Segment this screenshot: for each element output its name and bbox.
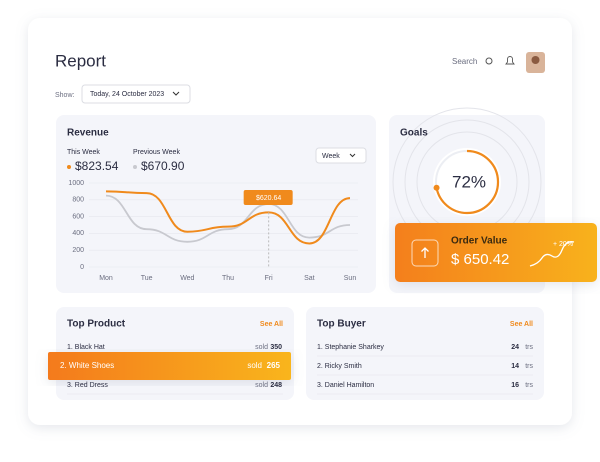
top-buyer-title: Top Buyer xyxy=(317,319,366,330)
this-week-label: This Week xyxy=(67,149,100,156)
x-tick-label: Fri xyxy=(265,275,274,282)
product-name: 2. White Shoes xyxy=(60,361,114,370)
goal-center xyxy=(433,148,501,216)
this-week-value: $823.54 xyxy=(75,159,119,173)
trend-line xyxy=(529,241,575,267)
this-week-dot xyxy=(67,165,71,169)
series-line xyxy=(105,190,351,245)
revenue-card xyxy=(56,115,376,293)
x-tick-label: Mon xyxy=(99,275,113,282)
y-tick-label: 400 xyxy=(72,230,84,237)
series-line xyxy=(105,194,351,243)
up-arrow xyxy=(421,247,429,258)
order-value-amount: $ 650.42 xyxy=(451,251,509,268)
product-count: 265 xyxy=(267,361,281,370)
product-name: 1. Black Hat xyxy=(67,344,105,351)
product-count: 350 xyxy=(270,344,282,351)
x-tick-label: Wed xyxy=(180,275,194,282)
previous-week-label: Previous Week xyxy=(133,149,180,156)
goals-title: Goals xyxy=(400,128,428,139)
gauge-knob xyxy=(433,184,440,191)
chevron xyxy=(172,91,180,96)
revenue-title: Revenue xyxy=(67,128,109,139)
buyer-name: 2. Ricky Smith xyxy=(317,363,362,370)
y-tick-label: 800 xyxy=(72,197,84,204)
product-unit: sold xyxy=(247,361,262,370)
x-tick-label: Sun xyxy=(344,275,357,282)
previous-week-dot xyxy=(133,165,137,169)
buyer-count: 16 xyxy=(511,382,519,389)
top-product-title: Top Product xyxy=(67,319,126,330)
chevron xyxy=(349,153,356,158)
order-change: + 20% xyxy=(553,241,573,248)
date-dropdown[interactable] xyxy=(81,84,191,104)
buyer-unit: trs xyxy=(525,344,533,351)
previous-week-value: $670.90 xyxy=(141,159,185,173)
order-value-title: Order Value xyxy=(451,236,508,247)
buyer-name: 1. Stephanie Sharkey xyxy=(317,344,384,351)
x-tick-label: Tue xyxy=(141,275,153,282)
y-tick-label: 0 xyxy=(80,264,84,271)
arrow-box xyxy=(411,239,439,267)
buyer-name: 3. Daniel Hamilton xyxy=(317,382,374,389)
period-value: Week xyxy=(322,153,340,160)
buyer-unit: trs xyxy=(525,363,533,370)
product-name: 3. Red Dress xyxy=(67,382,108,389)
y-tick-label: 1000 xyxy=(68,180,84,187)
tooltip-box xyxy=(243,190,293,205)
x-tick-label: Thu xyxy=(222,275,234,282)
product-count: 248 xyxy=(270,382,282,389)
y-tick-label: 600 xyxy=(72,213,84,220)
tooltip: $620.64 xyxy=(256,195,281,202)
filter-label: Show: xyxy=(55,92,75,99)
buyer-count: 14 xyxy=(511,363,519,370)
goal-gauge xyxy=(433,149,500,215)
avatar-head xyxy=(531,56,540,64)
y-tick-label: 200 xyxy=(72,247,84,254)
date-value: Today, 24 October 2023 xyxy=(90,91,164,98)
period-dropdown[interactable] xyxy=(315,147,367,164)
x-tick-label: Sat xyxy=(304,275,315,282)
buyer-unit: trs xyxy=(525,382,533,389)
see-all-link[interactable]: See All xyxy=(260,321,283,328)
buyer-count: 24 xyxy=(511,344,519,351)
top-buyer-card xyxy=(306,307,544,400)
gauge-arc xyxy=(434,149,500,215)
see-all-link[interactable]: See All xyxy=(510,321,533,328)
bell-icon[interactable] xyxy=(505,56,515,65)
goal-percent: 72% xyxy=(452,172,486,191)
search-icon[interactable] xyxy=(485,57,493,65)
product-unit: sold xyxy=(255,344,268,351)
page-title: Report xyxy=(55,51,106,70)
product-unit: sold xyxy=(255,382,268,389)
search[interactable]: Search xyxy=(452,57,477,66)
revenue-chart: 0 200 400 600 800 1000 Mon Tue Wed Thu Fri Sat Sun $6… xyxy=(68,180,358,282)
order-value-card xyxy=(395,223,597,282)
highlight-row xyxy=(48,352,291,380)
